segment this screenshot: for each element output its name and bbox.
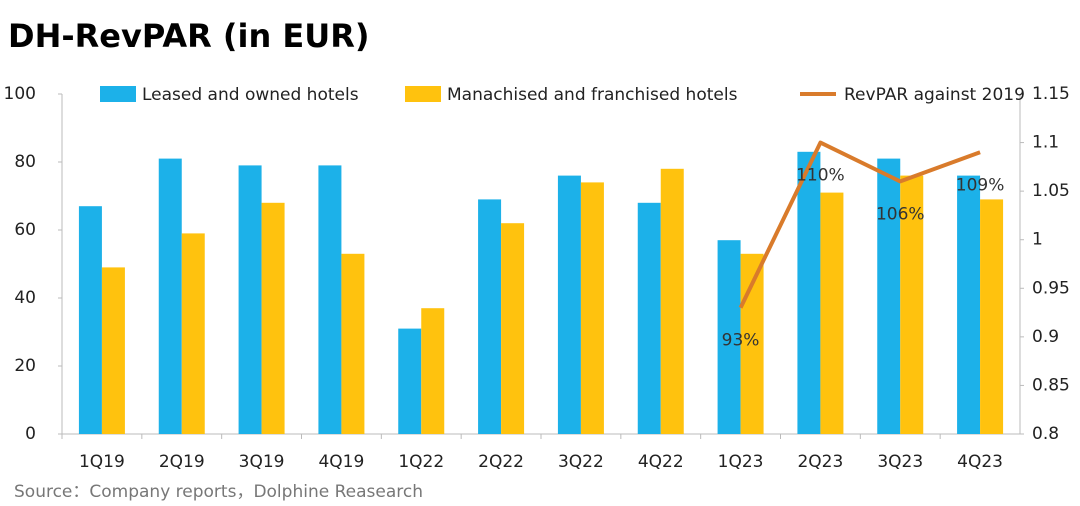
- bar: [341, 253, 365, 434]
- y2-tick-label: 0.95: [1032, 278, 1070, 298]
- legend-swatch: [100, 86, 136, 102]
- bar: [501, 223, 525, 434]
- y-tick-label: 20: [14, 356, 36, 376]
- bar: [181, 233, 205, 434]
- y2-tick-label: 0.8: [1032, 424, 1059, 444]
- y-tick-label: 40: [14, 288, 36, 308]
- bar: [957, 175, 981, 434]
- x-tick-label: 1Q23: [718, 452, 764, 472]
- bar: [580, 182, 604, 434]
- y2-tick-label: 0.9: [1032, 327, 1059, 347]
- x-tick-label: 2Q22: [478, 452, 524, 472]
- chart-title: DH-RevPAR (in EUR): [8, 17, 370, 55]
- bar: [158, 158, 182, 434]
- bar: [660, 168, 684, 435]
- value-label: 110%: [796, 166, 845, 186]
- y2-tick-label: 0.85: [1032, 375, 1070, 395]
- bar: [78, 206, 102, 434]
- bar: [398, 328, 422, 434]
- x-tick-label: 4Q22: [638, 452, 684, 472]
- bar: [797, 151, 821, 435]
- y2-tick-label: 1.15: [1032, 84, 1070, 104]
- bar: [261, 202, 285, 434]
- x-tick-label: 2Q19: [159, 452, 205, 472]
- bar: [717, 240, 741, 434]
- bar: [318, 165, 342, 434]
- value-label: 93%: [722, 331, 760, 351]
- bar: [478, 199, 502, 434]
- bar: [101, 267, 125, 434]
- source-note: Source：Company reports，Dolphine Reasearc…: [14, 482, 423, 502]
- legend-label: RevPAR against 2019: [844, 85, 1025, 105]
- x-tick-label: 4Q19: [318, 452, 364, 472]
- legend-label: Leased and owned hotels: [142, 85, 359, 105]
- x-tick-label: 1Q22: [398, 452, 444, 472]
- bar: [421, 308, 445, 434]
- bar: [820, 192, 844, 434]
- x-tick-label: 1Q19: [79, 452, 125, 472]
- value-label: 106%: [876, 204, 925, 224]
- bar: [980, 199, 1004, 434]
- y-tick-label: 100: [4, 84, 36, 104]
- y-tick-label: 0: [25, 424, 36, 444]
- y2-tick-label: 1.1: [1032, 133, 1059, 153]
- bar: [900, 175, 924, 434]
- y2-tick-label: 1.05: [1032, 181, 1070, 201]
- y-tick-label: 60: [14, 220, 36, 240]
- value-label: 109%: [956, 175, 1005, 195]
- x-tick-label: 3Q19: [239, 452, 285, 472]
- y2-tick-label: 1: [1032, 230, 1043, 250]
- bar: [238, 165, 262, 434]
- legend-swatch: [405, 86, 441, 102]
- x-tick-label: 2Q23: [797, 452, 843, 472]
- bar: [637, 202, 661, 434]
- x-tick-label: 3Q23: [877, 452, 923, 472]
- x-tick-label: 3Q22: [558, 452, 604, 472]
- line: [738, 140, 981, 309]
- x-tick-label: 4Q23: [957, 452, 1003, 472]
- bar: [557, 175, 581, 434]
- y-tick-label: 80: [14, 152, 36, 172]
- bar: [877, 158, 901, 434]
- legend-label: Manachised and franchised hotels: [447, 85, 738, 105]
